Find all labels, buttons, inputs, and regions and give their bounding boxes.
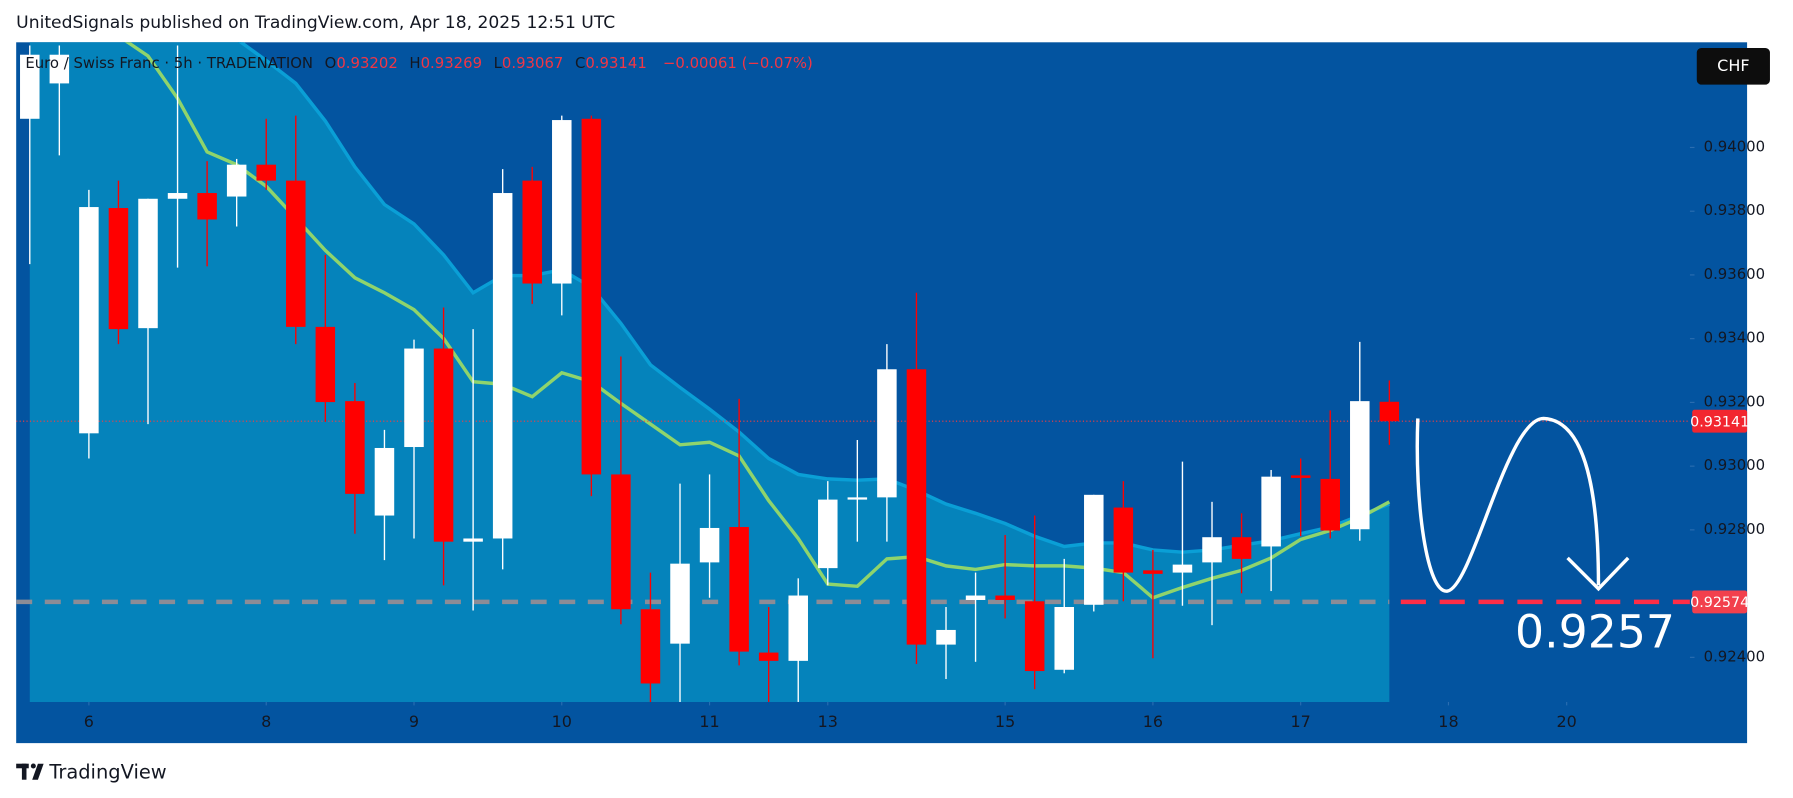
arrow-head — [1566, 556, 1630, 592]
forecast-arrow — [1415, 416, 1601, 593]
candle-body — [167, 193, 188, 199]
x-tick-label: 13 — [818, 712, 838, 731]
candle-body — [1172, 564, 1193, 573]
candle-body — [1202, 537, 1222, 563]
open-label: O — [325, 54, 337, 72]
x-tick-label: 8 — [261, 712, 271, 731]
open-value: 0.93202 — [336, 54, 397, 72]
candle-body — [20, 54, 40, 119]
low-label: L — [494, 54, 503, 72]
candle-body — [788, 595, 808, 661]
close-value: 0.93141 — [585, 54, 646, 72]
symbol-title: Euro / Swiss Franc · 5h · TRADENATION — [25, 54, 313, 72]
publisher-line: UnitedSignals published on TradingView.c… — [16, 13, 615, 33]
logo-icon — [16, 763, 44, 780]
band-line — [238, 42, 1390, 554]
x-tick-label: 18 — [1438, 712, 1458, 731]
candle-body — [670, 563, 690, 644]
currency-label: CHF — [1717, 56, 1749, 75]
high-label: H — [409, 54, 420, 72]
currency-badge — [1696, 48, 1770, 85]
candle-body — [758, 652, 779, 661]
candle-body — [256, 164, 276, 181]
candle-body — [404, 348, 424, 448]
plot-area — [16, 42, 1690, 702]
logo-slash — [32, 763, 44, 780]
candle-body — [1350, 401, 1370, 530]
candle-body — [1320, 478, 1340, 531]
legend-line: Euro / Swiss Franc · 5h · TRADENATION O0… — [25, 54, 813, 72]
candle-body — [315, 326, 336, 403]
candle-body — [552, 120, 572, 284]
last-price-badge — [1692, 409, 1748, 433]
candle-body — [433, 348, 454, 542]
candle-body — [1290, 475, 1311, 478]
low-value: 0.93067 — [502, 54, 563, 72]
x-tick-label: 9 — [409, 712, 419, 731]
candle-body — [906, 369, 927, 645]
target-annotation: 0.9257 — [1515, 606, 1675, 659]
y-tick-label: 0.93400 — [1704, 329, 1765, 347]
candle-body — [1113, 507, 1134, 573]
logo-stem — [21, 763, 27, 780]
overlay: 0.92400 0.92800 0.93000 0.93200 0.93400 0.936… — [84, 137, 1765, 731]
band-area — [29, 42, 1390, 702]
y-tick-label: 0.93200 — [1704, 392, 1765, 410]
candle-body — [138, 198, 158, 329]
candle-body — [1231, 537, 1252, 559]
candle-body — [729, 527, 749, 652]
moving-average — [124, 42, 1391, 600]
candle-body — [995, 595, 1015, 600]
candle-body — [699, 527, 720, 563]
x-tick-label: 16 — [1143, 712, 1163, 731]
candle-body — [197, 193, 217, 220]
target-label: 0.92574 — [1690, 595, 1749, 611]
candle-body — [818, 499, 838, 569]
candle-body — [79, 207, 99, 434]
candle-body — [463, 538, 483, 542]
x-tick-label: 20 — [1556, 712, 1576, 731]
close-label: C — [575, 54, 585, 72]
y-tick-label: 0.92800 — [1704, 520, 1765, 538]
candle-body — [286, 180, 306, 327]
y-tick-label: 0.94000 — [1704, 137, 1765, 155]
candle-body — [581, 118, 602, 475]
logo-dot — [30, 763, 36, 769]
x-tick-label: 17 — [1290, 712, 1310, 731]
candle-body — [49, 54, 70, 84]
candle-body — [1084, 494, 1104, 605]
y-tick-label: 0.92400 — [1704, 647, 1765, 665]
candle-body — [522, 180, 542, 284]
x-tick-label: 11 — [699, 712, 719, 731]
candle-body — [640, 609, 661, 684]
candle-body — [374, 447, 395, 516]
candle-body — [965, 595, 986, 600]
y-tick-label: 0.93000 — [1704, 456, 1765, 474]
candle-body — [1261, 476, 1281, 547]
x-tick-label: 10 — [552, 712, 572, 731]
candle-body — [108, 208, 129, 330]
candle-body — [1054, 606, 1074, 670]
candle-body — [611, 474, 631, 610]
last-price-label: 0.93141 — [1690, 414, 1749, 430]
change-value: −0.00061 (−0.07%) — [663, 54, 813, 72]
candle-body — [936, 629, 956, 645]
x-tick-label: 6 — [84, 712, 94, 731]
high-value: 0.93269 — [421, 54, 482, 72]
y-tick-label: 0.93800 — [1704, 201, 1765, 219]
footer-brand: TradingView — [48, 760, 166, 783]
candle-body — [492, 193, 513, 539]
x-tick-label: 15 — [995, 712, 1015, 731]
candle-body — [847, 497, 868, 500]
candle-body — [877, 369, 897, 498]
candle-body — [1024, 601, 1045, 672]
target-badge — [1692, 590, 1748, 614]
candle-body — [345, 401, 365, 494]
candle-body — [226, 164, 247, 197]
y-tick-label: 0.93600 — [1704, 265, 1765, 283]
candle-body — [1379, 401, 1400, 422]
candle-body — [1143, 570, 1163, 574]
